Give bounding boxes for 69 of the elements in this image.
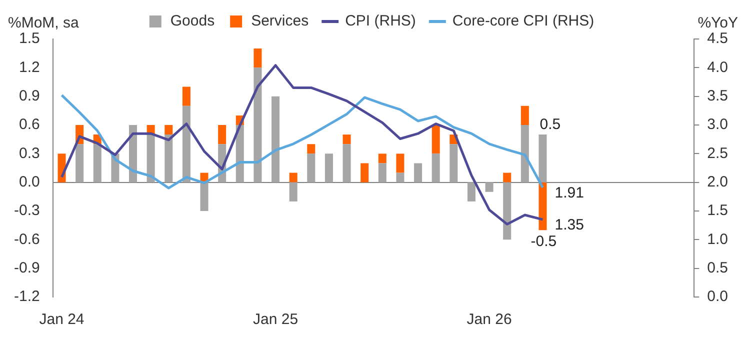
- bar: [503, 182, 512, 240]
- bar: [503, 172, 512, 182]
- bar: [342, 144, 351, 182]
- legend-label: Goods: [170, 12, 215, 30]
- bar: [378, 163, 386, 182]
- bar: [467, 182, 476, 202]
- y2-tick-label: 1.0: [707, 230, 728, 248]
- data-label: 0.5: [540, 116, 561, 134]
- bar: [378, 154, 386, 164]
- y-tick-label: -1.2: [14, 288, 40, 306]
- y2-tick-label: 2.0: [707, 173, 728, 190]
- bar: [164, 134, 173, 182]
- bar: [146, 134, 155, 182]
- bar: [307, 154, 316, 182]
- bar: [200, 182, 208, 211]
- legend-label: Core-core CPI (RHS): [452, 12, 594, 30]
- y-tick-label: 0.9: [18, 87, 40, 104]
- bar: [324, 154, 333, 182]
- y2-tick-label: 0.5: [707, 259, 728, 276]
- y2-tick-label: 4.5: [707, 30, 728, 48]
- y-tick-label: -0.9: [14, 259, 40, 276]
- bar: [289, 172, 298, 182]
- legend-label: Services: [251, 12, 309, 30]
- bar: [450, 144, 458, 182]
- bar: [396, 172, 404, 182]
- y2-tick-label: 4.0: [707, 58, 728, 76]
- y-tick-label: 0.0: [18, 173, 40, 190]
- bar: [520, 125, 529, 182]
- bar: [76, 144, 84, 182]
- bar: [538, 134, 547, 182]
- bar: [254, 48, 262, 68]
- bar: [360, 163, 369, 182]
- bar: [538, 182, 547, 230]
- y-tick-label: 1.5: [18, 30, 40, 48]
- bar: [414, 163, 422, 182]
- bar: [432, 125, 440, 154]
- bar: [396, 154, 404, 173]
- bar: [254, 68, 262, 182]
- x-tick-label: Jan 26: [466, 311, 512, 328]
- data-label: -0.5: [530, 232, 557, 250]
- y-tick-label: 0.6: [18, 116, 40, 134]
- legend-label: CPI (RHS): [345, 12, 416, 30]
- y2-axis-title: %YoY: [698, 14, 738, 32]
- y-tick-label: -0.3: [14, 202, 40, 220]
- bar: [307, 144, 316, 154]
- bar: [218, 125, 226, 144]
- y2-tick-label: 1.5: [707, 202, 728, 220]
- x-tick-label: Jan 24: [39, 311, 84, 328]
- bar: [342, 134, 351, 144]
- bar: [520, 106, 529, 125]
- data-label: 1.35: [554, 216, 584, 234]
- y-tick-label: -0.6: [14, 230, 40, 248]
- x-tick-label: Jan 25: [253, 311, 298, 328]
- bar: [164, 125, 173, 135]
- bar: [485, 182, 494, 192]
- y2-tick-label: 2.5: [707, 144, 728, 162]
- data-label: 1.91: [554, 184, 584, 202]
- y2-tick-label: 0.0: [707, 288, 728, 306]
- bar: [432, 154, 440, 182]
- y2-tick-label: 3.5: [707, 87, 728, 104]
- bar: [289, 182, 298, 202]
- bar: [272, 96, 280, 182]
- bar: [182, 106, 190, 182]
- bar: [182, 86, 190, 106]
- bar: [93, 144, 102, 182]
- y-tick-label: 1.2: [18, 58, 40, 76]
- y-axis-title: %MoM, sa: [8, 14, 80, 32]
- y2-tick-label: 3.0: [707, 116, 728, 134]
- y-tick-label: 0.3: [18, 144, 40, 162]
